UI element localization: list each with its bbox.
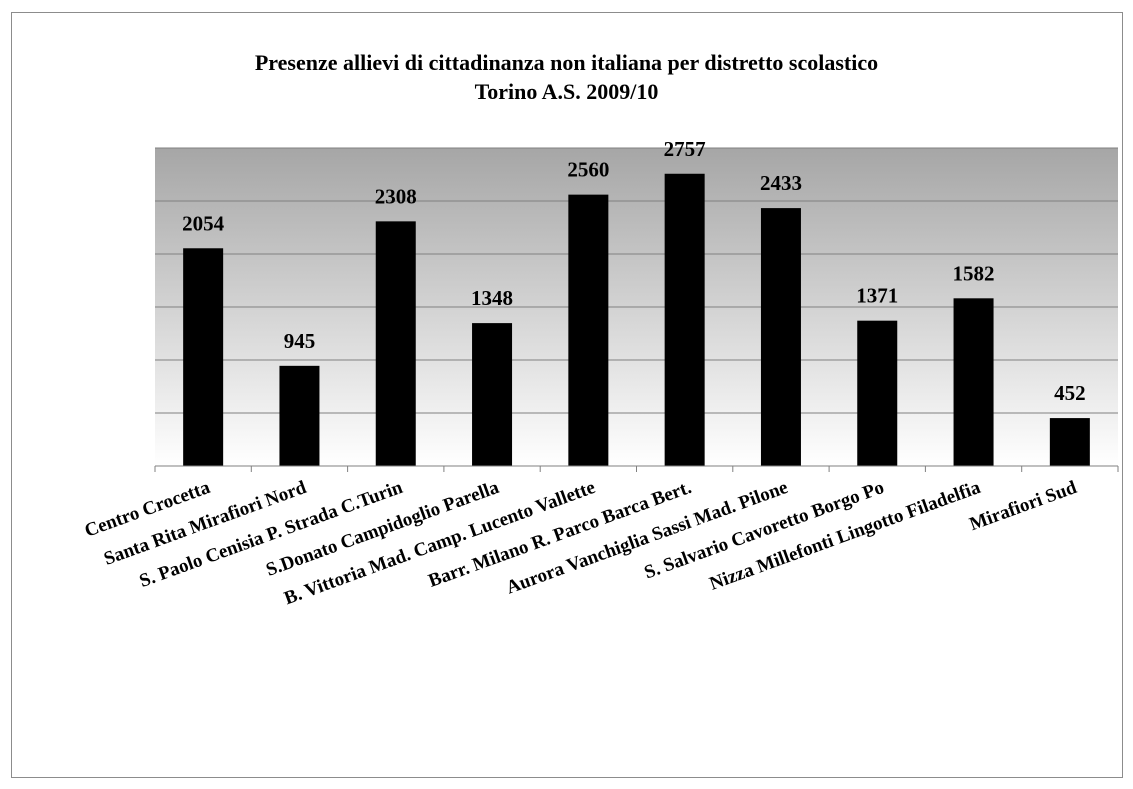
data-label: 1348 bbox=[471, 286, 513, 310]
bar bbox=[279, 365, 320, 466]
bars bbox=[183, 173, 1090, 467]
data-label: 2560 bbox=[567, 158, 609, 182]
data-label: 2433 bbox=[760, 171, 802, 195]
x-axis bbox=[154, 465, 1119, 472]
chart-title: Presenze allievi di cittadinanza non ita… bbox=[254, 50, 879, 75]
bar bbox=[183, 248, 224, 466]
data-label: 1582 bbox=[953, 261, 995, 285]
category-label: Mirafiori Sud bbox=[967, 477, 1080, 535]
data-label: 2308 bbox=[375, 184, 417, 208]
bar bbox=[760, 208, 801, 467]
data-label: 2054 bbox=[182, 211, 225, 235]
bar bbox=[664, 173, 705, 466]
data-label: 945 bbox=[284, 329, 316, 353]
bar bbox=[1049, 418, 1090, 466]
bar bbox=[568, 194, 609, 466]
bar bbox=[375, 221, 416, 466]
value-labels: 2054 945 2308 1348 2560 2757 2433 1371 1582 452 bbox=[182, 137, 1085, 405]
data-label: 2757 bbox=[664, 137, 706, 161]
data-label: 452 bbox=[1054, 381, 1086, 405]
bar bbox=[857, 320, 898, 466]
bar bbox=[953, 298, 994, 466]
bar bbox=[472, 323, 513, 466]
chart-subtitle: Torino A.S. 2009/10 bbox=[474, 79, 659, 104]
data-label: 1371 bbox=[856, 284, 898, 308]
